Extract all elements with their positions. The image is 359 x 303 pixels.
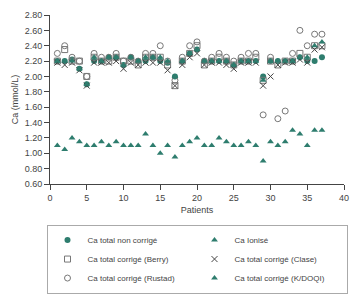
svg-text:40: 40 (339, 193, 349, 203)
svg-text:Ca total corrigé (Clase): Ca total corrigé (Clase) (235, 255, 318, 264)
svg-text:2.20: 2.20 (25, 56, 43, 66)
svg-text:Patients: Patients (181, 205, 214, 215)
svg-text:1.80: 1.80 (25, 87, 43, 97)
svg-text:2.40: 2.40 (25, 41, 43, 51)
svg-text:1.00: 1.00 (25, 148, 43, 158)
svg-text:35: 35 (302, 193, 312, 203)
svg-text:2.80: 2.80 (25, 10, 43, 20)
svg-text:1.40: 1.40 (25, 118, 43, 128)
svg-text:15: 15 (155, 193, 165, 203)
svg-text:30: 30 (265, 193, 275, 203)
svg-text:25: 25 (229, 193, 239, 203)
svg-text:Ca (mmol/L): Ca (mmol/L) (10, 75, 20, 125)
svg-text:Ca total corrigé (K/DOQI): Ca total corrigé (K/DOQI) (235, 274, 325, 283)
svg-text:1.60: 1.60 (25, 102, 43, 112)
svg-text:2.60: 2.60 (25, 26, 43, 36)
svg-text:Ca total corrigé (Berry): Ca total corrigé (Berry) (88, 255, 169, 264)
svg-text:20: 20 (192, 193, 202, 203)
svg-text:Ca total non corrigé: Ca total non corrigé (88, 236, 158, 245)
svg-text:5: 5 (84, 193, 89, 203)
svg-text:10: 10 (118, 193, 128, 203)
svg-text:0: 0 (47, 193, 52, 203)
svg-text:2.00: 2.00 (25, 72, 43, 82)
svg-text:1.20: 1.20 (25, 133, 43, 143)
svg-text:Ca Ionisé: Ca Ionisé (235, 236, 269, 245)
svg-text:Ca total corrigé (Rustad): Ca total corrigé (Rustad) (88, 274, 175, 283)
svg-text:0.60: 0.60 (25, 179, 43, 189)
svg-text:0.80: 0.80 (25, 164, 43, 174)
